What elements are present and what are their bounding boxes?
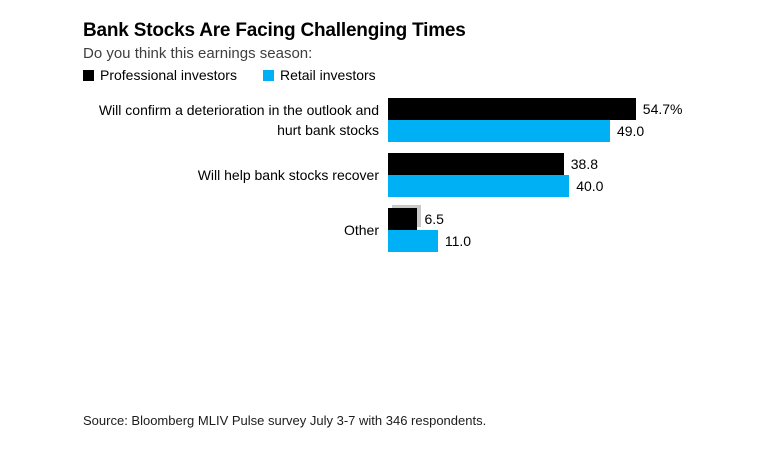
bar-retail-investors — [388, 230, 438, 252]
bar-retail-investors — [388, 120, 610, 142]
category-label: Will confirm a deterioration in the outl… — [98, 102, 379, 138]
chart-title: Bank Stocks Are Facing Challenging Times — [83, 20, 466, 41]
bar-value-label: 49.0 — [616, 123, 645, 139]
bar-professional-investors — [388, 153, 564, 175]
bar-value-label: 40.0 — [576, 178, 604, 194]
bar-group: Will confirm a deterioration in the outl… — [83, 98, 748, 142]
bar-groups: Will confirm a deterioration in the outl… — [83, 98, 748, 252]
bar-line: 38.8 — [388, 153, 603, 175]
legend-swatch-professional-investors — [83, 69, 94, 81]
bar-group: Will help bank stocks recover 38.8 40.0 — [83, 153, 748, 197]
bar-value-label: 6.5 — [424, 211, 444, 227]
bar-line: 11.0 — [388, 230, 471, 252]
category-label: Will help bank stocks recover — [197, 167, 379, 183]
legend-item-professional-investors: Professional investors — [83, 67, 237, 83]
bar-value-label: 11.0 — [444, 233, 472, 249]
bar-line: 6.5 — [388, 208, 471, 230]
source-note: Source: Bloomberg MLIV Pulse survey July… — [83, 413, 487, 428]
bar-line: 54.7% — [388, 98, 682, 120]
bar-group: Other 6.5 11.0 — [83, 208, 748, 252]
bar-line: 49.0 — [388, 120, 682, 142]
legend-label: Retail investors — [279, 67, 376, 83]
bar-value-label: 54.7% — [642, 101, 683, 117]
bar-professional-investors — [388, 98, 636, 120]
chart-subtitle: Do you think this earnings season: — [83, 45, 313, 62]
category-label: Other — [343, 222, 379, 238]
bar-professional-investors — [388, 208, 418, 230]
chart-figure: Bank Stocks Are Facing Challenging Times… — [83, 20, 748, 263]
bar-retail-investors — [388, 175, 570, 197]
bar-value-label: 38.8 — [570, 156, 598, 172]
chart-legend: Professional investors Retail investors — [83, 67, 748, 83]
legend-swatch-retail-investors — [262, 69, 274, 81]
legend-item-retail-investors: Retail investors — [262, 67, 376, 83]
legend-label: Professional investors — [100, 67, 237, 83]
bar-line: 40.0 — [388, 175, 603, 197]
